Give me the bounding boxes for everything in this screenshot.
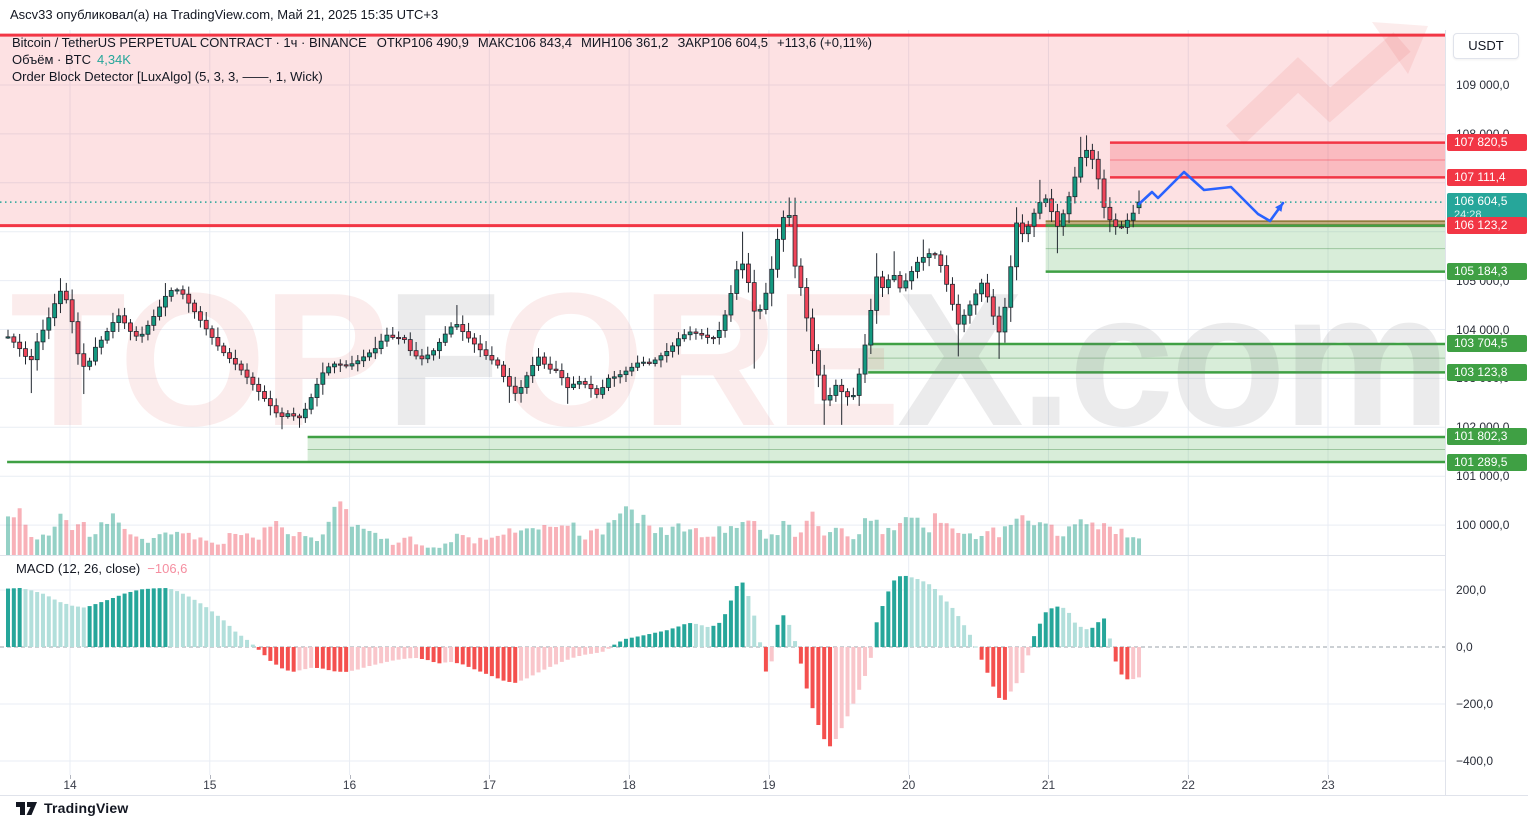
time-axis[interactable]: 14 15 16 17 18 19 20 21 22 23 bbox=[0, 775, 1528, 795]
symbol-title[interactable]: Bitcoin / TetherUS PERPETUAL CONTRACT · … bbox=[12, 35, 367, 50]
ohlc-откр: ОТКР106 490,9 bbox=[376, 35, 469, 50]
price-tick-label: 104 000,0 bbox=[1456, 322, 1510, 337]
currency-unit-button[interactable]: USDT bbox=[1453, 33, 1519, 59]
resistance-price-tag: 106 123,2 bbox=[1447, 217, 1527, 235]
candles bbox=[5, 135, 1142, 430]
time-tick-mark bbox=[768, 775, 770, 779]
time-tick-label: 19 bbox=[762, 778, 776, 792]
macd-legend-row[interactable]: MACD (12, 26, close) −106,6 bbox=[16, 561, 187, 576]
footer: TradingView bbox=[16, 799, 128, 816]
volume-value: 4,34K bbox=[96, 52, 131, 67]
support-price-tag: 101 289,5 bbox=[1447, 453, 1527, 471]
forecast-drawing[interactable] bbox=[1137, 170, 1285, 223]
gridlines bbox=[0, 30, 1445, 775]
forecast-arrow-head bbox=[1275, 203, 1283, 212]
breaker-block bbox=[1045, 221, 1445, 226]
time-tick-label: 23 bbox=[1321, 778, 1335, 792]
bearish-order-block bbox=[1109, 142, 1445, 178]
chart-legend: Bitcoin / TetherUS PERPETUAL CONTRACT · … bbox=[12, 35, 881, 85]
time-tick-label: 22 bbox=[1181, 778, 1195, 792]
time-tick-label: 21 bbox=[1041, 778, 1056, 792]
ohlc-values: ОТКР106 490,9 МАКС106 843,4 МИН106 361,2 ЗА… bbox=[377, 35, 777, 50]
legend-symbol-row[interactable]: Bitcoin / TetherUS PERPETUAL CONTRACT · … bbox=[12, 35, 881, 51]
bullish-order-block bbox=[307, 436, 1446, 463]
ohlc-макс: МАКС106 843,4 bbox=[477, 35, 573, 50]
watermark-text: TOPFOREX.com bbox=[10, 254, 1447, 466]
support-price-tag: 103 123,8 bbox=[1447, 363, 1527, 381]
change-value: +113,6 (+0,11%) bbox=[777, 35, 872, 50]
time-tick-mark bbox=[349, 775, 351, 779]
chart-bottom-border bbox=[0, 795, 1528, 796]
resistance-price-tag: 107 111,4 bbox=[1447, 168, 1527, 186]
order-block-zones bbox=[0, 33, 1446, 464]
price-tick-label: 109 000,0 bbox=[1456, 78, 1510, 92]
watermark: TOPFOREX.com bbox=[10, 22, 1451, 466]
indicator-title: Order Block Detector [LuxAlgo] (5, 3, 3,… bbox=[12, 69, 323, 84]
publish-byline[interactable]: Ascv33 опубликовал(а) на TradingView.com… bbox=[10, 7, 439, 22]
volume-label: Объём · BTC bbox=[12, 52, 91, 67]
time-tick-mark bbox=[209, 775, 211, 779]
legend-volume-row[interactable]: Объём · BTC 4,34K bbox=[12, 52, 881, 68]
bearish-zone-bg bbox=[0, 36, 1445, 226]
price-tick-label: 101 000,0 bbox=[1456, 469, 1510, 484]
ohlc-мин: МИН106 361,2 bbox=[581, 35, 669, 50]
time-tick-label: 14 bbox=[63, 778, 77, 792]
bullish-order-block bbox=[868, 343, 1445, 373]
time-tick-mark bbox=[908, 775, 910, 779]
bullish-order-block bbox=[1045, 225, 1445, 272]
time-tick-mark bbox=[629, 775, 631, 779]
time-tick-label: 16 bbox=[342, 778, 357, 792]
macd-tick-label: 200,0 bbox=[1456, 583, 1487, 597]
time-tick-mark bbox=[70, 775, 71, 779]
support-price-tag: 105 184,3 bbox=[1447, 263, 1527, 281]
forecast-arrow-line bbox=[1137, 170, 1285, 223]
support-price-tag: 101 802,3 bbox=[1447, 428, 1527, 446]
macd-tick-label: −200,0 bbox=[1456, 697, 1494, 711]
time-tick-mark bbox=[1048, 775, 1050, 779]
macd-title: MACD (12, 26, close) bbox=[16, 561, 141, 576]
volume-series bbox=[6, 501, 1142, 555]
watermark-arrow bbox=[1226, 32, 1411, 145]
ohlc-закр: ЗАКР106 604,5 bbox=[677, 35, 769, 50]
time-tick-label: 18 bbox=[622, 778, 636, 792]
time-tick-mark bbox=[489, 775, 491, 779]
time-tick-mark bbox=[1328, 775, 1330, 779]
price-tick-label: 100 000,0 bbox=[1456, 518, 1510, 533]
macd-tick-label: −400,0 bbox=[1456, 754, 1494, 768]
time-tick-mark bbox=[1188, 775, 1190, 779]
support-price-tag: 103 704,5 bbox=[1447, 335, 1527, 353]
resistance-price-tag: 107 820,5 bbox=[1447, 134, 1527, 152]
pane-separator-macd[interactable] bbox=[0, 555, 1528, 556]
time-tick-label: 15 bbox=[203, 778, 217, 792]
time-tick-label: 17 bbox=[482, 778, 496, 792]
legend-indicator-row[interactable]: Order Block Detector [LuxAlgo] (5, 3, 3,… bbox=[12, 69, 881, 85]
macd-tick-label: 0,0 bbox=[1456, 640, 1473, 654]
footer-brand-link[interactable]: TradingView bbox=[44, 799, 129, 816]
tradingview-logo-icon bbox=[16, 802, 37, 815]
macd-value: −106,6 bbox=[147, 561, 188, 576]
time-tick-label: 20 bbox=[901, 778, 916, 792]
macd-series bbox=[6, 575, 1142, 747]
